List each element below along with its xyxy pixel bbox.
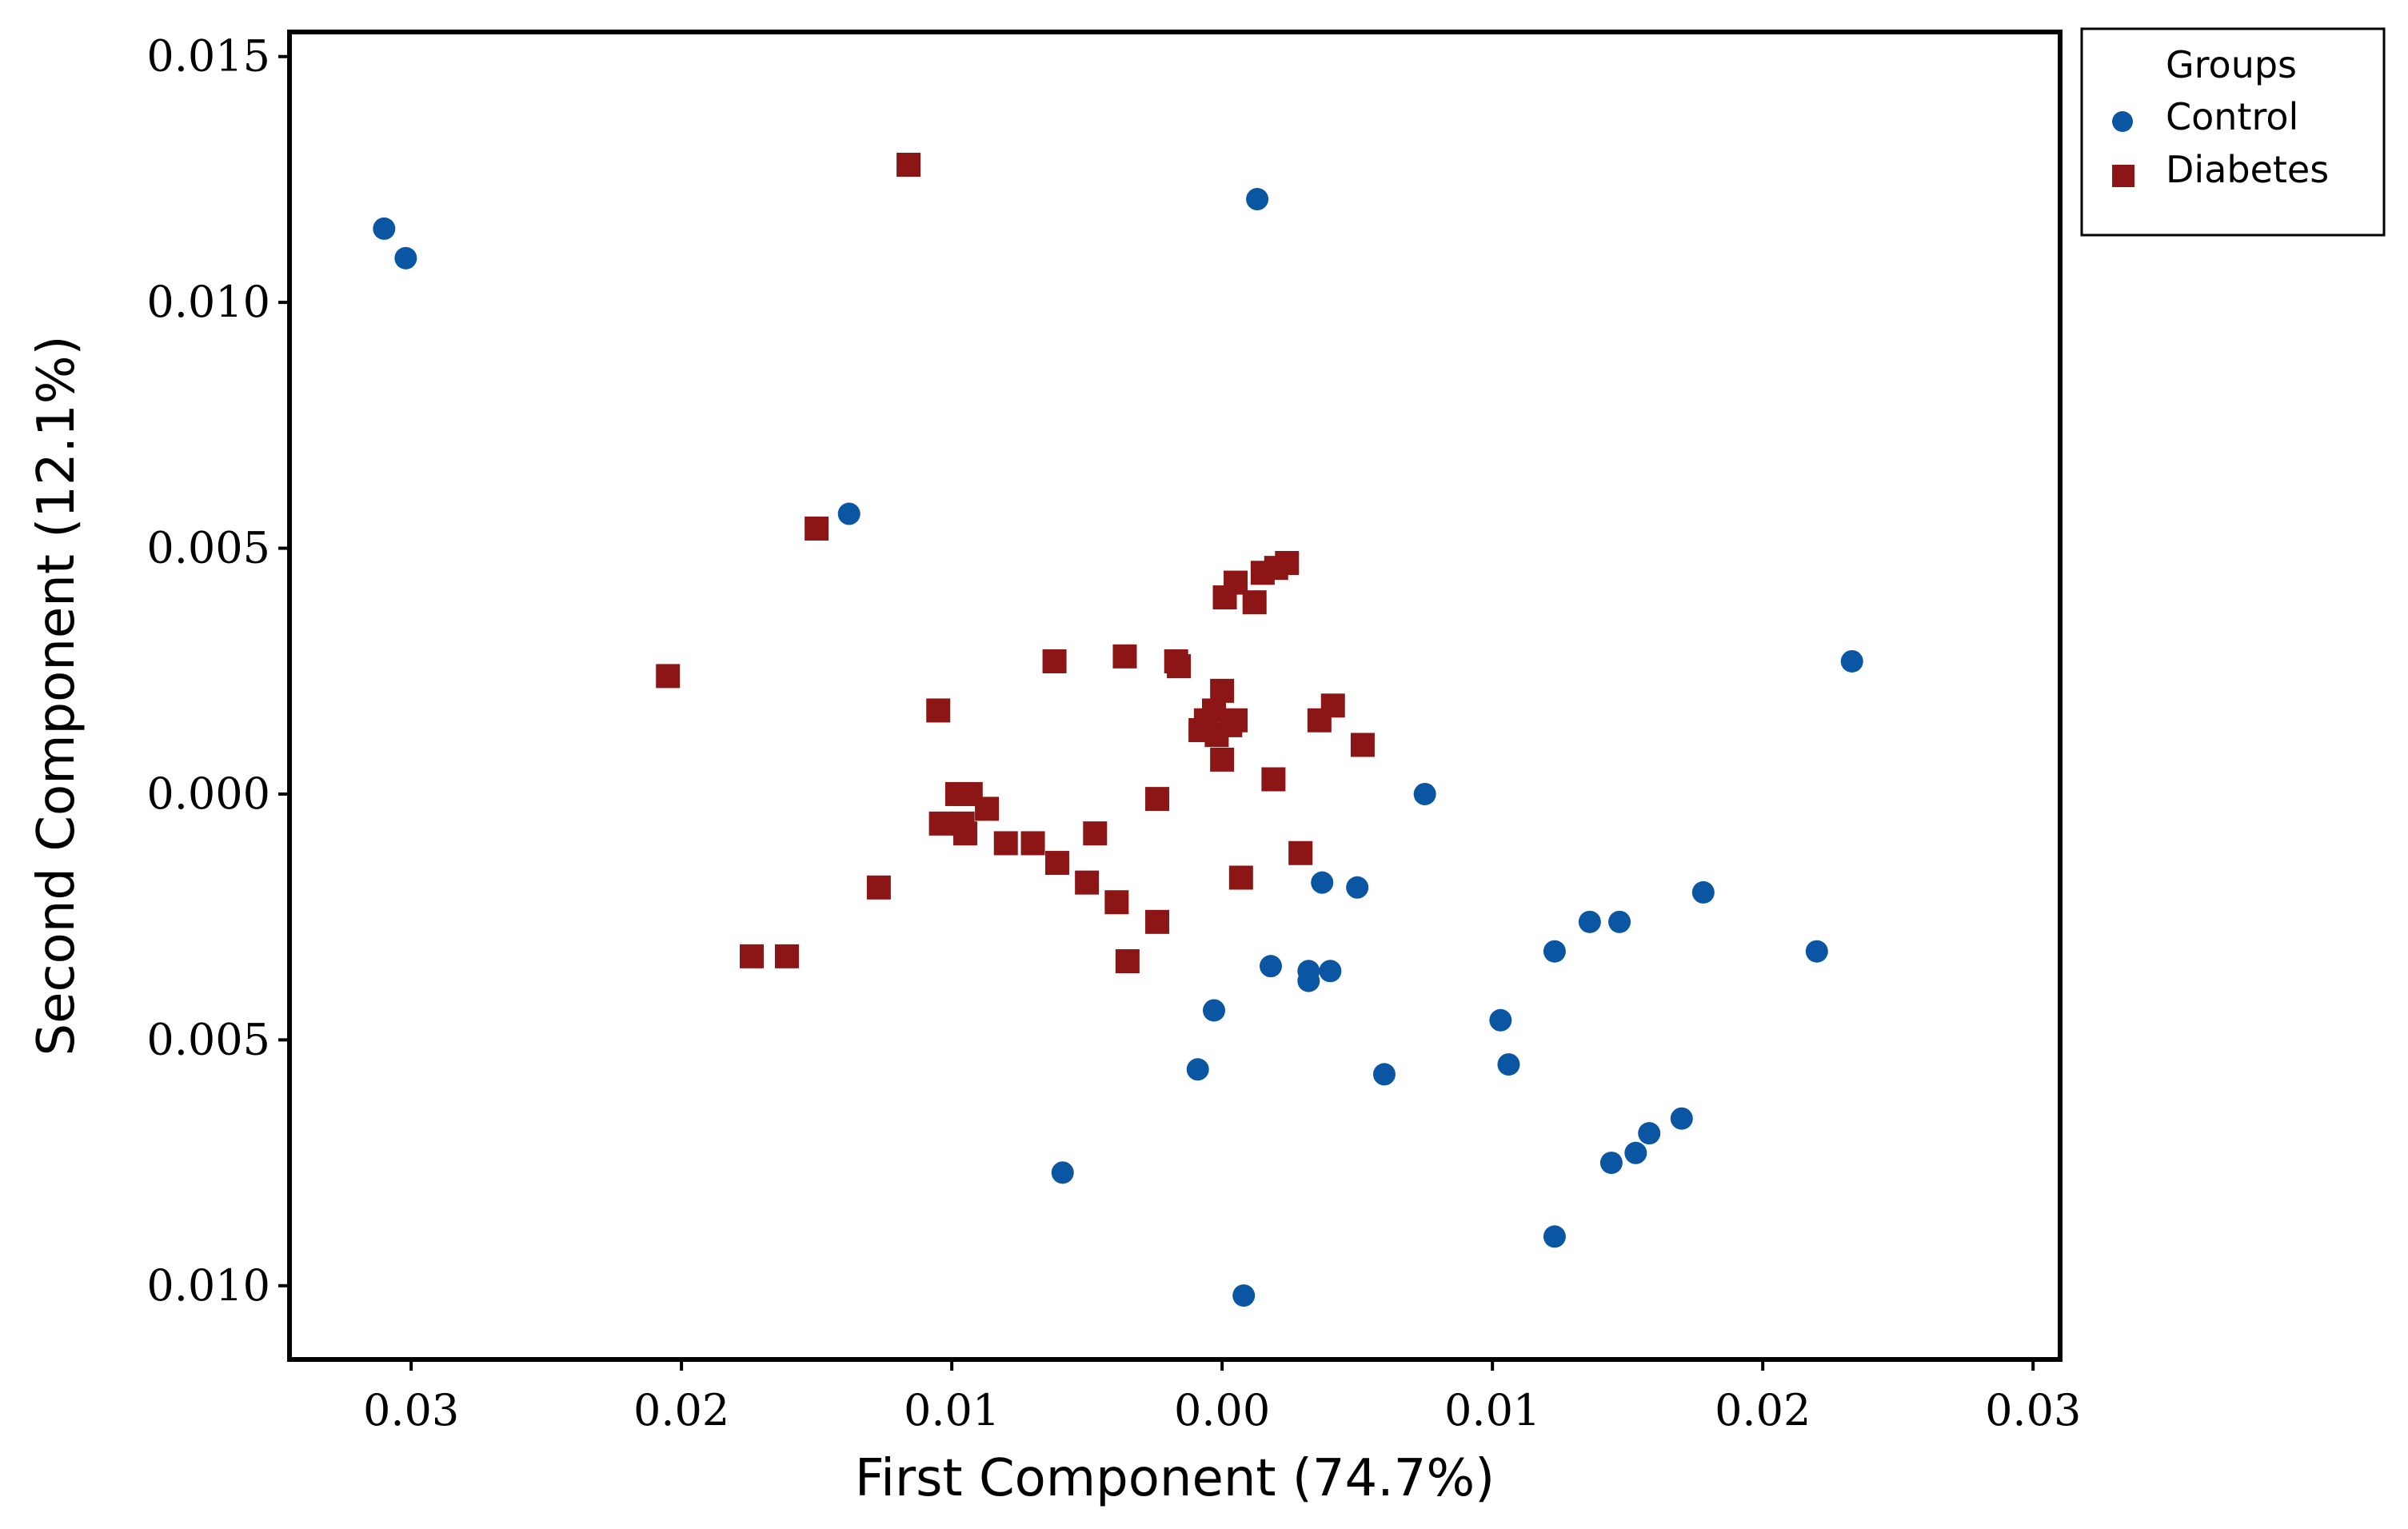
data-point-diabetes xyxy=(1167,654,1192,679)
data-point-diabetes xyxy=(774,944,799,968)
data-point-diabetes xyxy=(1042,649,1067,673)
x-tick-label: 0.02 xyxy=(1715,1385,1811,1435)
data-point-diabetes xyxy=(1044,851,1069,876)
data-point-diabetes xyxy=(1350,733,1375,757)
data-point-diabetes xyxy=(1242,590,1267,615)
data-point-diabetes xyxy=(1020,831,1045,856)
data-point-control xyxy=(1578,910,1601,933)
x-tick-label: 0.03 xyxy=(1985,1385,2081,1435)
data-point-control xyxy=(1297,969,1320,992)
y-tick-label: 0.015 xyxy=(146,31,270,82)
y-tick-label: 0.000 xyxy=(146,768,270,819)
data-point-diabetes xyxy=(1228,865,1253,890)
legend-box xyxy=(2080,27,2386,237)
data-point-diabetes xyxy=(1083,821,1108,846)
y-tick-label: 0.010 xyxy=(146,1260,270,1311)
data-point-control xyxy=(1805,940,1828,963)
data-point-control xyxy=(837,502,861,525)
legend-title: Groups xyxy=(2166,43,2297,86)
data-point-control xyxy=(1543,940,1566,963)
data-point-diabetes xyxy=(1112,644,1137,669)
data-point-diabetes xyxy=(993,831,1018,856)
axis-ticks: 0.03 0.02 0.01 0.00 0.01 0.02 0.03 0.015 0.010 0.… xyxy=(146,31,2081,1435)
data-point-diabetes xyxy=(1204,723,1229,748)
data-point-diabetes xyxy=(1261,767,1286,792)
y-tick-label: 0.005 xyxy=(146,1014,270,1064)
data-point-diabetes xyxy=(1104,890,1129,915)
data-points xyxy=(373,153,1863,1307)
data-point-control xyxy=(1670,1107,1693,1130)
data-point-diabetes xyxy=(975,796,1000,821)
data-point-diabetes xyxy=(928,811,953,836)
legend-marker-control xyxy=(2112,111,2133,132)
data-point-control xyxy=(1691,880,1715,904)
data-point-diabetes xyxy=(926,698,951,723)
data-point-diabetes xyxy=(1275,551,1300,575)
data-point-diabetes xyxy=(897,153,921,177)
data-point-control xyxy=(1346,876,1369,899)
data-point-control xyxy=(394,246,417,269)
plot-frame xyxy=(287,30,2063,1362)
data-point-control xyxy=(1259,955,1282,978)
x-tick-label: 0.01 xyxy=(904,1385,1000,1435)
legend-label-diabetes: Diabetes xyxy=(2166,148,2329,191)
legend: Groups Control Diabetes xyxy=(2080,27,2386,237)
data-point-diabetes xyxy=(1115,949,1140,973)
data-point-control xyxy=(1638,1122,1661,1145)
data-point-diabetes xyxy=(740,944,765,968)
data-point-control xyxy=(1413,782,1436,805)
data-point-control xyxy=(1203,999,1226,1022)
x-tick-label: 0.02 xyxy=(633,1385,729,1435)
data-point-diabetes xyxy=(1288,840,1313,865)
x-tick-label: 0.01 xyxy=(1444,1385,1540,1435)
data-point-control xyxy=(1311,871,1334,894)
data-point-diabetes xyxy=(1075,870,1100,895)
data-point-diabetes xyxy=(953,821,978,846)
data-point-control xyxy=(1319,960,1342,983)
data-point-diabetes xyxy=(1145,787,1170,812)
data-point-control xyxy=(1608,910,1631,933)
y-tick-label: 0.010 xyxy=(146,277,270,327)
legend-marker-diabetes xyxy=(2112,165,2134,187)
data-point-diabetes xyxy=(656,664,681,689)
data-point-control xyxy=(1497,1053,1520,1076)
x-tick-label: 0.03 xyxy=(363,1385,459,1435)
data-point-diabetes xyxy=(805,516,829,541)
data-point-diabetes xyxy=(866,875,891,900)
data-point-diabetes xyxy=(1145,909,1170,934)
data-point-control xyxy=(1232,1284,1256,1307)
data-point-control xyxy=(1624,1141,1647,1164)
data-point-control xyxy=(1543,1225,1566,1248)
y-tick-label: 0.005 xyxy=(146,523,270,573)
data-point-control xyxy=(1489,1008,1512,1032)
data-point-diabetes xyxy=(1320,693,1345,718)
data-point-control xyxy=(1186,1058,1209,1081)
data-point-control xyxy=(1246,188,1269,211)
data-point-diabetes xyxy=(1210,747,1235,772)
data-point-control xyxy=(1599,1152,1623,1175)
data-point-control xyxy=(1051,1161,1074,1184)
x-axis-title: First Component (74.7%) xyxy=(855,1449,1495,1508)
plot-area xyxy=(287,30,2063,1362)
data-point-control xyxy=(373,217,396,240)
data-point-control xyxy=(1840,649,1863,673)
y-axis-title: Second Component (12.1%) xyxy=(27,335,86,1056)
legend-label-control: Control xyxy=(2166,95,2298,138)
data-point-control xyxy=(1372,1063,1396,1086)
x-tick-label: 0.00 xyxy=(1174,1385,1270,1435)
